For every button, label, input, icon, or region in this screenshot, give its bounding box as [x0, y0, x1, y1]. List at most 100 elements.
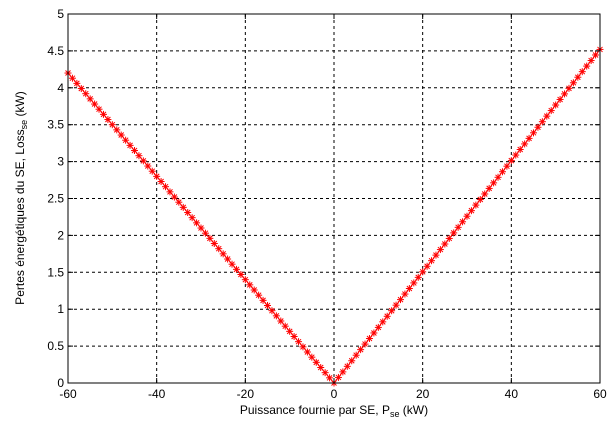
- data-point-marker: [428, 257, 436, 265]
- marker-stroke: [362, 341, 368, 347]
- marker-stroke: [388, 307, 395, 314]
- marker-stroke: [220, 250, 227, 257]
- data-point-marker: [481, 190, 489, 198]
- data-point-marker: [370, 329, 378, 337]
- x-tick-label: 20: [416, 387, 430, 401]
- marker-stroke: [229, 261, 235, 268]
- marker-stroke: [428, 257, 435, 264]
- data-point-marker: [77, 85, 85, 93]
- marker-stroke: [468, 207, 475, 214]
- data-point-marker: [578, 68, 586, 76]
- marker-stroke: [415, 274, 422, 281]
- data-point-marker: [419, 268, 427, 276]
- data-point-marker: [228, 260, 236, 268]
- data-point-marker: [144, 162, 152, 170]
- x-axis-label: Puissance fournie par SE, Pse (kW): [240, 403, 428, 419]
- marker-stroke: [402, 291, 408, 297]
- data-point-marker: [587, 57, 595, 65]
- data-point-marker: [459, 218, 467, 226]
- marker-stroke: [441, 241, 448, 247]
- marker-stroke: [517, 146, 524, 153]
- data-point-marker: [126, 141, 134, 149]
- data-point-marker: [365, 335, 373, 343]
- x-tick-labels: -60 -40 -20 0 20 40 60: [59, 387, 607, 401]
- marker-stroke: [490, 180, 497, 186]
- marker-stroke: [127, 142, 133, 149]
- y-tick-label: 3.5: [47, 118, 64, 132]
- data-point-marker: [397, 296, 404, 304]
- data-point-marker: [95, 105, 103, 113]
- marker-stroke: [548, 107, 555, 114]
- marker-stroke: [566, 85, 572, 92]
- marker-stroke: [140, 158, 147, 164]
- marker-stroke: [583, 63, 590, 69]
- marker-stroke: [91, 101, 98, 107]
- y-tick-label: 1.5: [47, 265, 64, 279]
- marker-stroke: [384, 313, 391, 320]
- marker-stroke: [215, 245, 222, 252]
- data-point-marker: [184, 209, 192, 217]
- data-point-marker: [569, 79, 577, 87]
- data-point-marker: [436, 246, 444, 254]
- data-point-marker: [476, 196, 484, 204]
- y-tick-label: 2.5: [47, 192, 64, 206]
- marker-stroke: [588, 57, 594, 64]
- marker-stroke: [437, 246, 444, 253]
- data-point-marker: [264, 302, 271, 310]
- marker-stroke: [144, 163, 151, 169]
- marker-stroke: [450, 230, 457, 236]
- data-point-marker: [379, 318, 387, 326]
- data-point-marker: [534, 123, 542, 131]
- marker-stroke: [344, 363, 351, 370]
- marker-stroke: [375, 324, 382, 331]
- marker-stroke: [82, 90, 89, 97]
- marker-stroke: [207, 235, 213, 242]
- data-point-marker: [538, 118, 546, 126]
- y-tick-label: 1: [57, 302, 64, 316]
- data-point-marker: [352, 351, 360, 359]
- marker-stroke: [481, 191, 488, 197]
- data-point-marker: [334, 373, 342, 381]
- grid: [68, 14, 600, 383]
- x-tick-label: 60: [593, 387, 607, 401]
- data-point-marker: [530, 129, 537, 137]
- data-point-marker: [153, 172, 161, 180]
- data-point-marker: [259, 296, 267, 304]
- data-point-marker: [512, 151, 520, 159]
- data-point-marker: [556, 95, 564, 103]
- data-point-marker: [583, 62, 591, 70]
- data-point-marker: [255, 291, 263, 299]
- data-point-marker: [410, 279, 418, 287]
- marker-stroke: [357, 346, 364, 353]
- marker-stroke: [340, 369, 346, 375]
- marker-stroke: [242, 276, 249, 283]
- marker-stroke: [291, 333, 297, 340]
- data-point-marker: [122, 136, 130, 144]
- data-point-marker: [405, 284, 413, 292]
- data-point-marker: [516, 145, 524, 153]
- marker-stroke: [74, 80, 80, 87]
- marker-stroke: [521, 141, 528, 147]
- marker-stroke: [193, 220, 200, 226]
- marker-stroke: [379, 318, 386, 325]
- data-point-marker: [441, 240, 449, 248]
- data-point-marker: [326, 374, 334, 382]
- marker-stroke: [419, 268, 426, 275]
- data-point-marker: [348, 357, 356, 365]
- data-point-marker: [303, 348, 311, 356]
- marker-stroke: [335, 374, 342, 381]
- data-point-marker: [104, 116, 112, 124]
- marker-stroke: [198, 225, 204, 231]
- marker-stroke: [308, 354, 315, 361]
- data-point-marker: [357, 346, 365, 354]
- y-tick-label: 4: [57, 81, 64, 95]
- data-point-marker: [179, 203, 187, 211]
- data-point-marker: [498, 168, 506, 176]
- marker-stroke: [371, 330, 377, 336]
- data-point-marker: [162, 183, 170, 191]
- marker-stroke: [286, 328, 293, 335]
- data-point-marker: [108, 121, 116, 129]
- data-point-marker: [361, 340, 369, 348]
- marker-stroke: [233, 266, 240, 273]
- x-tick-label: 40: [505, 387, 519, 401]
